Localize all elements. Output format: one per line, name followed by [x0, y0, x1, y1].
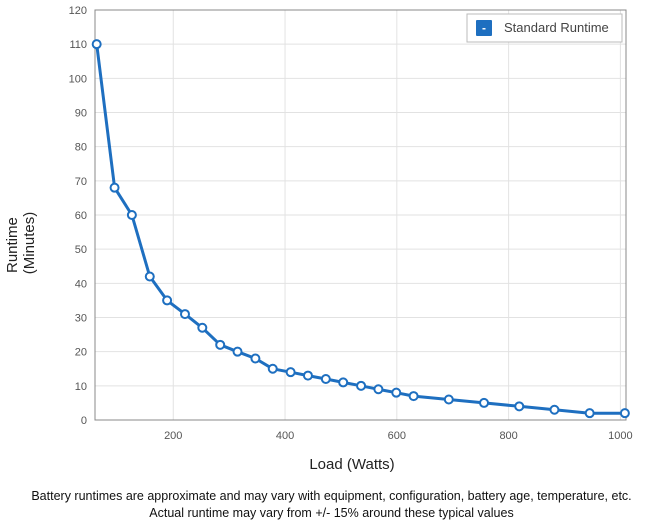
- y-tick-label: 10: [75, 381, 87, 393]
- x-tick-label: 1000: [608, 430, 632, 442]
- data-point[interactable]: [126, 210, 137, 220]
- y-tick-label: 50: [75, 244, 87, 256]
- legend-swatch-glyph: -: [482, 21, 486, 35]
- x-tick-label: 800: [499, 430, 517, 442]
- data-point[interactable]: [162, 295, 173, 306]
- footnote-line-1: Battery runtimes are approximate and may…: [31, 489, 632, 503]
- y-tick-label: 40: [75, 278, 87, 290]
- y-tick-label: 30: [75, 313, 87, 325]
- runtime-chart: 0 10 20 30 40 50 60 70 80 90 100 110 120 200 400 600 80…: [4, 5, 633, 473]
- data-point[interactable]: [320, 374, 331, 384]
- y-tick-labels: 0 10 20 30 40 50 60 70 80 90 100 110 120: [69, 5, 87, 427]
- y-tick-label: 80: [75, 142, 87, 154]
- data-point[interactable]: [549, 404, 560, 415]
- data-point[interactable]: [408, 391, 419, 402]
- data-point[interactable]: [215, 339, 226, 350]
- data-point[interactable]: [479, 397, 490, 408]
- data-point[interactable]: [179, 309, 190, 320]
- x-axis-title: Load (Watts): [309, 456, 394, 473]
- data-point[interactable]: [144, 271, 155, 282]
- data-point[interactable]: [514, 401, 525, 412]
- data-point[interactable]: [267, 363, 278, 374]
- data-point[interactable]: [109, 182, 120, 193]
- data-point[interactable]: [197, 322, 208, 333]
- data-point[interactable]: [338, 377, 349, 388]
- legend[interactable]: - Standard Runtime: [466, 13, 623, 43]
- data-point[interactable]: [619, 408, 630, 419]
- data-point[interactable]: [584, 408, 595, 419]
- data-point[interactable]: [91, 39, 102, 50]
- x-tick-label: 400: [276, 430, 294, 442]
- data-point[interactable]: [285, 367, 296, 378]
- data-point[interactable]: [232, 346, 243, 357]
- x-tick-labels: 200 400 600 800 1000: [164, 430, 633, 442]
- y-tick-label: 70: [75, 176, 87, 188]
- footnote-line-2: Actual runtime may vary from +/- 15% aro…: [149, 506, 514, 520]
- legend-box: [466, 13, 623, 43]
- y-tick-label: 120: [69, 5, 87, 17]
- y-tick-label: 0: [81, 415, 87, 427]
- y-tick-label: 20: [75, 347, 87, 359]
- legend-swatch[interactable]: [476, 20, 492, 36]
- data-point[interactable]: [443, 394, 454, 405]
- data-point[interactable]: [302, 370, 313, 381]
- data-point[interactable]: [356, 380, 367, 391]
- legend-label: Standard Runtime: [504, 20, 609, 35]
- y-axis-title-line-1: Runtime: [4, 217, 21, 273]
- y-tick-label: 110: [69, 39, 87, 51]
- y-axis-title: Runtime (Minutes): [4, 212, 38, 275]
- y-tick-label: 60: [75, 210, 87, 222]
- x-tick-label: 200: [164, 430, 182, 442]
- y-axis-title-line-2: (Minutes): [21, 212, 38, 275]
- x-tick-label: 600: [388, 430, 406, 442]
- y-tick-label: 100: [69, 73, 87, 85]
- data-point[interactable]: [250, 353, 261, 364]
- y-tick-label: 90: [75, 108, 87, 120]
- series-layer: [91, 39, 630, 419]
- data-point[interactable]: [391, 387, 402, 398]
- data-point[interactable]: [373, 384, 384, 395]
- plot-border: [94, 9, 627, 421]
